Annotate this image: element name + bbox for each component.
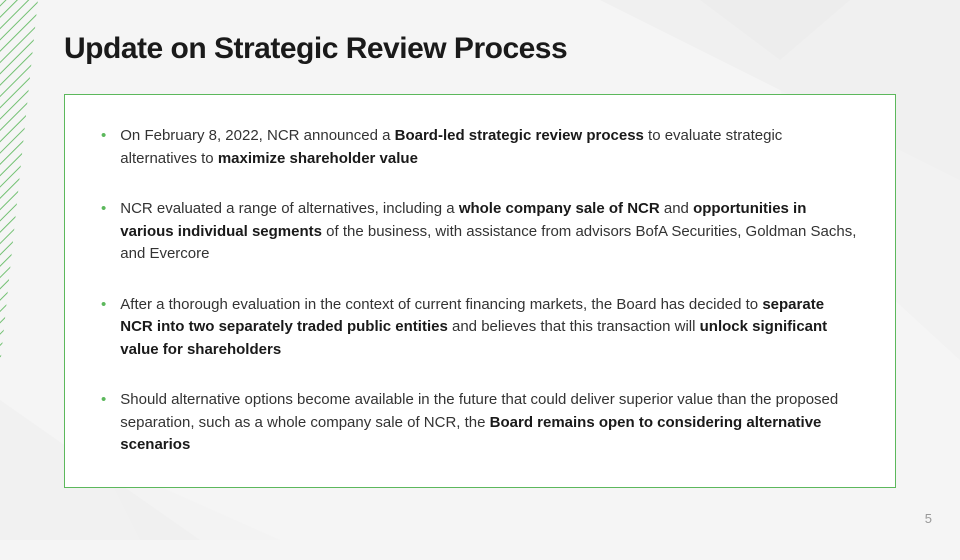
bullet-dot-icon: • bbox=[101, 294, 106, 317]
bullet-dot-icon: • bbox=[101, 389, 106, 412]
bullet-text: On February 8, 2022, NCR announced a Boa… bbox=[120, 125, 859, 170]
bullet-item: • After a thorough evaluation in the cont… bbox=[101, 294, 859, 362]
content-box: • On February 8, 2022, NCR announced a Bo… bbox=[64, 94, 896, 488]
bullet-text: NCR evaluated a range of alternatives, i… bbox=[120, 198, 859, 266]
bullet-item: • On February 8, 2022, NCR announced a Bo… bbox=[101, 125, 859, 170]
bullet-item: • Should alternative options become avail… bbox=[101, 389, 859, 457]
bullet-text: After a thorough evaluation in the conte… bbox=[120, 294, 859, 362]
bullet-dot-icon: • bbox=[101, 125, 106, 148]
bullet-item: • NCR evaluated a range of alternatives, … bbox=[101, 198, 859, 266]
page-number: 5 bbox=[925, 511, 932, 526]
bullet-dot-icon: • bbox=[101, 198, 106, 221]
slide-title: Update on Strategic Review Process bbox=[64, 32, 896, 66]
slide-content: Update on Strategic Review Process • On F… bbox=[0, 0, 960, 508]
bullet-text: Should alternative options become availa… bbox=[120, 389, 859, 457]
bullets-list: • On February 8, 2022, NCR announced a Bo… bbox=[101, 125, 859, 457]
